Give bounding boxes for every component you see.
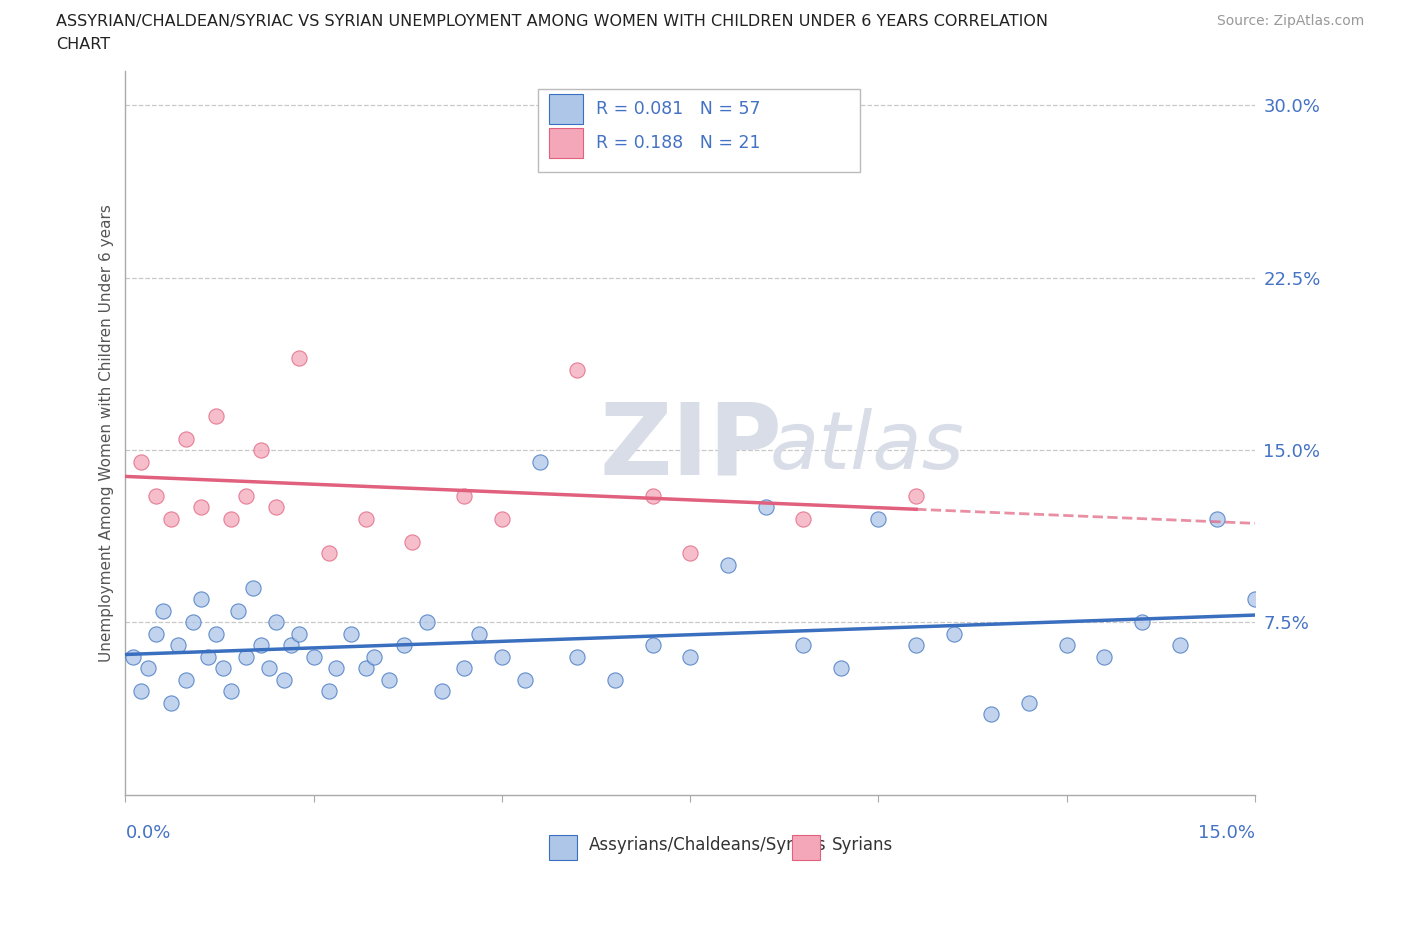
Text: atlas: atlas [769, 408, 965, 486]
Point [212, 661, 235, 676]
Text: Assyrians/Chaldeans/Syriacs: Assyrians/Chaldeans/Syriacs [589, 836, 827, 855]
Point [453, 661, 475, 676]
Text: 15.0%: 15.0% [1198, 824, 1256, 842]
Point [468, 627, 491, 642]
Point [122, 649, 145, 664]
Point [679, 546, 702, 561]
Text: Syrians: Syrians [831, 836, 893, 855]
Point [219, 684, 242, 698]
Point [174, 432, 197, 446]
Point [273, 672, 295, 687]
Point [363, 649, 385, 664]
Point [491, 512, 513, 526]
Text: ASSYRIAN/CHALDEAN/SYRIAC VS SYRIAN UNEMPLOYMENT AMONG WOMEN WITH CHILDREN UNDER : ASSYRIAN/CHALDEAN/SYRIAC VS SYRIAN UNEMP… [56, 14, 1049, 29]
Point [378, 672, 401, 687]
Point [567, 649, 589, 664]
Point [250, 443, 273, 458]
Text: R = 0.188   N = 21: R = 0.188 N = 21 [596, 134, 761, 153]
FancyBboxPatch shape [548, 128, 583, 158]
Point [318, 684, 340, 698]
Point [1168, 638, 1191, 653]
Point [264, 500, 287, 515]
Point [197, 649, 219, 664]
Point [235, 488, 257, 503]
Point [340, 627, 363, 642]
Point [792, 638, 814, 653]
Point [280, 638, 302, 653]
Point [717, 557, 740, 572]
Point [453, 488, 475, 503]
Point [905, 488, 928, 503]
Point [356, 661, 378, 676]
Point [1206, 512, 1229, 526]
Point [415, 615, 437, 630]
Point [145, 627, 167, 642]
Point [491, 649, 513, 664]
Point [1092, 649, 1115, 664]
Point [235, 649, 257, 664]
Point [205, 627, 228, 642]
Point [392, 638, 415, 653]
Point [190, 500, 212, 515]
Point [219, 512, 242, 526]
Point [318, 546, 340, 561]
Point [430, 684, 453, 698]
Point [980, 707, 1002, 722]
Point [325, 661, 347, 676]
Point [129, 454, 152, 469]
Point [159, 512, 181, 526]
Point [174, 672, 197, 687]
FancyBboxPatch shape [548, 834, 578, 860]
Y-axis label: Unemployment Among Women with Children Under 6 years: Unemployment Among Women with Children U… [100, 204, 114, 662]
Point [356, 512, 378, 526]
Point [190, 592, 212, 607]
Point [792, 512, 814, 526]
Point [513, 672, 536, 687]
Point [129, 684, 152, 698]
Text: ZIP: ZIP [600, 399, 783, 496]
Point [641, 488, 664, 503]
Point [1130, 615, 1153, 630]
Point [136, 661, 159, 676]
Point [152, 604, 174, 618]
Point [942, 627, 965, 642]
Point [679, 649, 702, 664]
Text: 0.0%: 0.0% [125, 824, 172, 842]
Point [868, 512, 890, 526]
Point [302, 649, 325, 664]
Point [1018, 696, 1040, 711]
Point [250, 638, 273, 653]
FancyBboxPatch shape [537, 89, 859, 172]
Text: R = 0.081   N = 57: R = 0.081 N = 57 [596, 100, 761, 118]
Point [287, 351, 309, 365]
Point [603, 672, 626, 687]
Point [1056, 638, 1078, 653]
FancyBboxPatch shape [548, 94, 583, 125]
Point [228, 604, 250, 618]
Text: Source: ZipAtlas.com: Source: ZipAtlas.com [1216, 14, 1364, 28]
FancyBboxPatch shape [792, 834, 820, 860]
Point [159, 696, 181, 711]
Point [641, 638, 664, 653]
Point [529, 454, 551, 469]
Point [830, 661, 852, 676]
Point [287, 627, 309, 642]
Text: CHART: CHART [56, 37, 110, 52]
Point [205, 408, 228, 423]
Point [181, 615, 204, 630]
Point [567, 362, 589, 377]
Point [1244, 592, 1267, 607]
Point [264, 615, 287, 630]
Point [905, 638, 928, 653]
Point [242, 580, 264, 595]
Point [145, 488, 167, 503]
Point [401, 535, 423, 550]
Point [754, 500, 776, 515]
Point [167, 638, 190, 653]
Point [257, 661, 280, 676]
